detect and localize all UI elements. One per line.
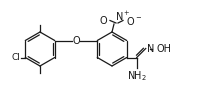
Text: N: N	[147, 43, 154, 54]
Text: OH: OH	[157, 43, 172, 54]
Text: $\mathregular{N}^+$: $\mathregular{N}^+$	[115, 10, 130, 23]
Text: NH$_2$: NH$_2$	[127, 69, 147, 83]
Text: O: O	[99, 16, 107, 26]
Text: O$^-$: O$^-$	[126, 15, 142, 27]
Text: Cl: Cl	[11, 53, 20, 62]
Text: O: O	[72, 36, 80, 45]
